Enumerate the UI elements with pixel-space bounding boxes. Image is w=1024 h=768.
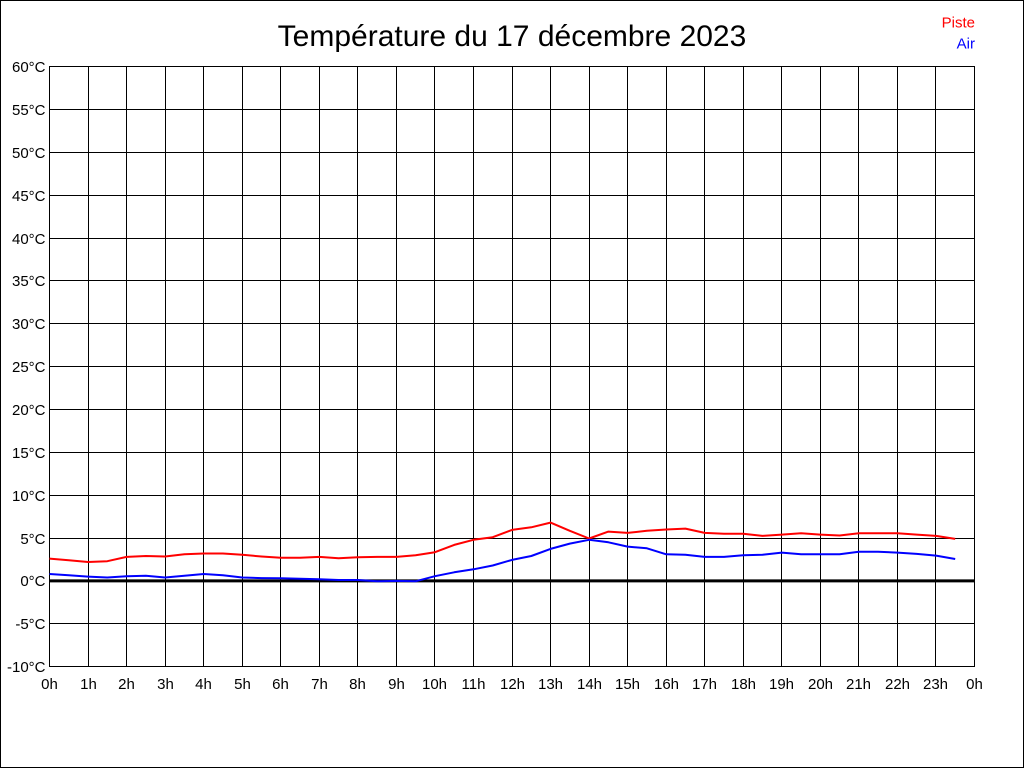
svg-text:15h: 15h xyxy=(615,676,640,693)
svg-text:16h: 16h xyxy=(654,676,679,693)
svg-text:20h: 20h xyxy=(808,676,833,693)
svg-text:15°C: 15°C xyxy=(12,445,46,462)
svg-text:10h: 10h xyxy=(422,676,447,693)
svg-text:1h: 1h xyxy=(80,676,97,693)
svg-text:-10°C: -10°C xyxy=(7,659,46,676)
svg-text:Piste: Piste xyxy=(942,15,975,32)
svg-text:5h: 5h xyxy=(234,676,251,693)
svg-text:45°C: 45°C xyxy=(12,188,46,205)
svg-text:20°C: 20°C xyxy=(12,402,46,419)
svg-text:40°C: 40°C xyxy=(12,231,46,248)
svg-text:0°C: 0°C xyxy=(20,573,45,590)
svg-text:9h: 9h xyxy=(388,676,405,693)
svg-text:14h: 14h xyxy=(577,676,602,693)
svg-text:21h: 21h xyxy=(846,676,871,693)
svg-text:60°C: 60°C xyxy=(12,59,46,76)
svg-text:55°C: 55°C xyxy=(12,102,46,119)
svg-text:3h: 3h xyxy=(157,676,174,693)
svg-text:10°C: 10°C xyxy=(12,488,46,505)
svg-text:0h: 0h xyxy=(41,676,58,693)
svg-text:18h: 18h xyxy=(731,676,756,693)
svg-text:Air: Air xyxy=(957,35,975,52)
svg-text:4h: 4h xyxy=(195,676,212,693)
svg-text:13h: 13h xyxy=(538,676,563,693)
svg-text:8h: 8h xyxy=(349,676,366,693)
svg-text:6h: 6h xyxy=(272,676,289,693)
svg-text:19h: 19h xyxy=(769,676,794,693)
svg-text:25°C: 25°C xyxy=(12,359,46,376)
svg-text:30°C: 30°C xyxy=(12,316,46,333)
svg-text:5°C: 5°C xyxy=(20,531,45,548)
svg-text:Température du 17 décembre 202: Température du 17 décembre 2023 xyxy=(278,20,747,53)
svg-text:22h: 22h xyxy=(885,676,910,693)
svg-text:2h: 2h xyxy=(118,676,135,693)
svg-text:0h: 0h xyxy=(966,676,983,693)
svg-text:17h: 17h xyxy=(692,676,717,693)
svg-text:7h: 7h xyxy=(311,676,328,693)
svg-text:50°C: 50°C xyxy=(12,145,46,162)
svg-text:-5°C: -5°C xyxy=(15,616,45,633)
svg-text:23h: 23h xyxy=(923,676,948,693)
svg-text:35°C: 35°C xyxy=(12,273,46,290)
svg-text:12h: 12h xyxy=(500,676,525,693)
svg-text:11h: 11h xyxy=(462,676,486,693)
